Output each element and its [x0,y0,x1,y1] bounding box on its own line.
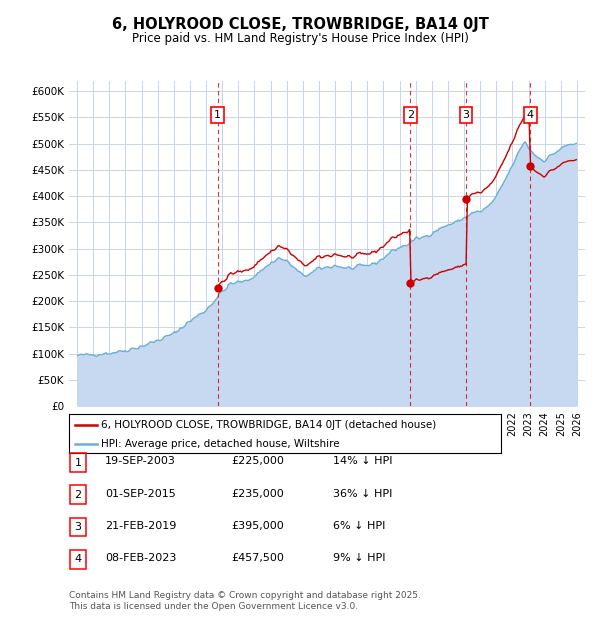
Text: 6, HOLYROOD CLOSE, TROWBRIDGE, BA14 0JT: 6, HOLYROOD CLOSE, TROWBRIDGE, BA14 0JT [112,17,488,32]
Text: 2: 2 [74,490,82,500]
Text: £235,000: £235,000 [231,489,284,498]
Text: 4: 4 [74,554,82,564]
Text: 08-FEB-2023: 08-FEB-2023 [105,553,176,563]
Text: 6% ↓ HPI: 6% ↓ HPI [333,521,385,531]
Text: 21-FEB-2019: 21-FEB-2019 [105,521,176,531]
Bar [70,550,86,569]
Text: 19-SEP-2003: 19-SEP-2003 [105,456,176,466]
Text: 4: 4 [527,110,534,120]
Text: Contains HM Land Registry data © Crown copyright and database right 2025.
This d: Contains HM Land Registry data © Crown c… [69,591,421,611]
Text: 3: 3 [463,110,470,120]
Bar [70,485,86,504]
Text: £457,500: £457,500 [231,553,284,563]
Text: Price paid vs. HM Land Registry's House Price Index (HPI): Price paid vs. HM Land Registry's House … [131,32,469,45]
Text: £225,000: £225,000 [231,456,284,466]
Text: 6, HOLYROOD CLOSE, TROWBRIDGE, BA14 0JT (detached house): 6, HOLYROOD CLOSE, TROWBRIDGE, BA14 0JT … [101,420,437,430]
Bar [70,518,86,536]
Text: £395,000: £395,000 [231,521,284,531]
Bar [70,453,86,472]
Text: 14% ↓ HPI: 14% ↓ HPI [333,456,392,466]
Text: 2: 2 [407,110,414,120]
Text: 36% ↓ HPI: 36% ↓ HPI [333,489,392,498]
Text: 01-SEP-2015: 01-SEP-2015 [105,489,176,498]
Text: 9% ↓ HPI: 9% ↓ HPI [333,553,386,563]
Text: 3: 3 [74,522,82,532]
Text: 1: 1 [214,110,221,120]
Text: 1: 1 [74,458,82,467]
Text: HPI: Average price, detached house, Wiltshire: HPI: Average price, detached house, Wilt… [101,439,340,449]
